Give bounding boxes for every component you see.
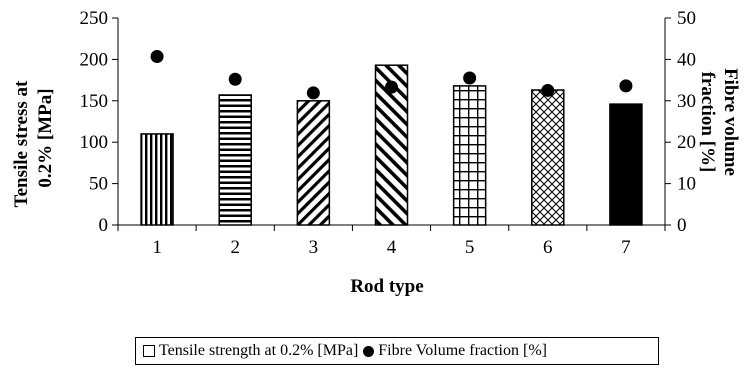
- point-rod-5: [463, 71, 477, 85]
- point-rod-2: [228, 72, 242, 86]
- left-axis-title-line1: Tensile stress at: [11, 80, 32, 207]
- bar-rod-2: [218, 94, 252, 226]
- right-tick-label: 0: [677, 215, 687, 236]
- left-tick-label: 250: [80, 8, 109, 29]
- legend-square-icon: [143, 345, 155, 357]
- x-tick-label: 5: [465, 237, 475, 258]
- left-tick-label: 150: [80, 91, 109, 112]
- bar-rod-4: [374, 64, 409, 226]
- chart-legend: Tensile strength at 0.2% [MPa] Fibre Vol…: [135, 337, 659, 365]
- bar-series: [140, 64, 643, 226]
- legend-item-tensile: Tensile strength at 0.2% [MPa]: [143, 342, 358, 360]
- bar-rod-1: [140, 133, 174, 226]
- right-tick-label: 30: [677, 91, 696, 112]
- bar-rod-7: [609, 103, 643, 226]
- legend-label-fibre: Fibre Volume fraction [%]: [378, 342, 547, 359]
- point-rod-7: [619, 79, 633, 93]
- right-axis-title-line1: Fibre volume: [720, 68, 741, 176]
- right-tick-label: 10: [677, 174, 696, 195]
- point-rod-6: [541, 83, 555, 97]
- left-tick-label: 50: [89, 174, 108, 195]
- bar-rod-5: [452, 85, 487, 226]
- right-tick-label: 50: [677, 8, 696, 29]
- chart-canvas: 0 50 100 150 200 250 0 10 20 30 40 50 1 2 3 4 5 6 7 Tensil…: [11, 8, 741, 297]
- bar-rod-3: [296, 100, 331, 226]
- axis-ticks: 0 50 100 150 200 250 0 10 20 30 40 50 1 2 3 4 5 6 7: [80, 8, 697, 258]
- x-tick-label: 2: [230, 237, 240, 258]
- point-rod-1: [150, 50, 164, 64]
- scatter-series: [150, 50, 633, 100]
- legend-item-fibre: Fibre Volume fraction [%]: [363, 342, 547, 360]
- right-tick-label: 40: [677, 49, 696, 70]
- x-tick-label: 6: [543, 237, 553, 258]
- x-tick-label: 1: [152, 237, 162, 258]
- left-tick-label: 0: [99, 215, 109, 236]
- bar-rod-6: [531, 89, 565, 226]
- legend-label-tensile: Tensile strength at 0.2% [MPa]: [159, 342, 359, 359]
- x-tick-label: 7: [621, 237, 631, 258]
- legend-circle-icon: [363, 345, 375, 357]
- x-tick-label: 4: [387, 237, 397, 258]
- x-tick-label: 3: [309, 237, 319, 258]
- left-tick-label: 200: [80, 49, 109, 70]
- x-axis-title: Rod type: [350, 276, 423, 297]
- right-tick-label: 20: [677, 132, 696, 153]
- point-rod-3: [306, 86, 320, 100]
- point-rod-4: [385, 80, 398, 94]
- right-axis-title-line2: fraction [%]: [697, 72, 718, 173]
- left-tick-label: 100: [80, 132, 109, 153]
- left-axis-title-line2: 0.2% [MPa]: [35, 88, 56, 187]
